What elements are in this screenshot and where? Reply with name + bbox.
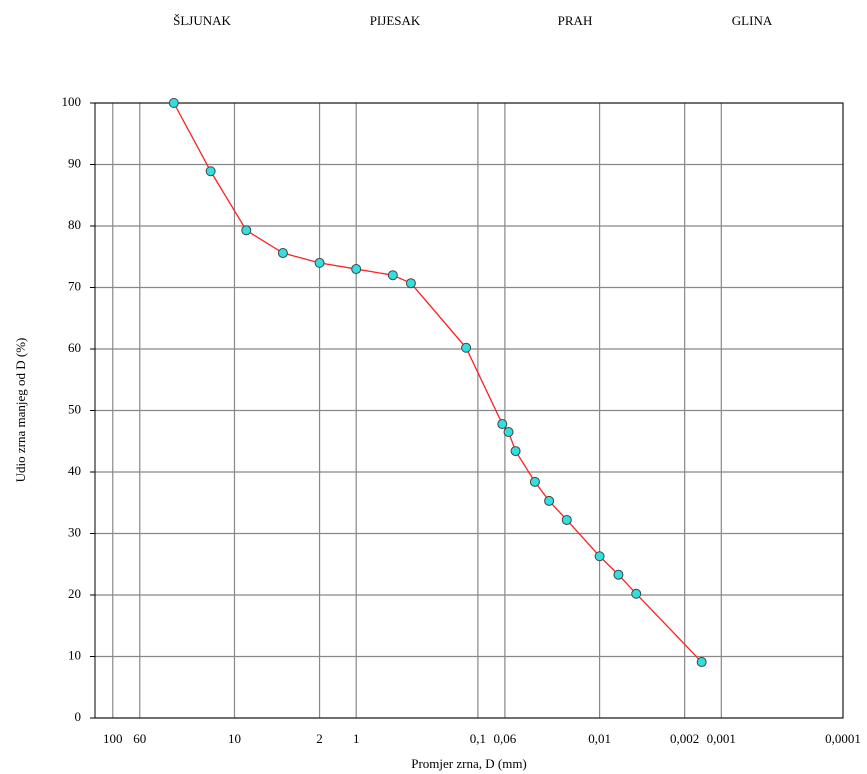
- x-tick-label: 60: [133, 731, 146, 746]
- data-point: [613, 569, 624, 580]
- x-tick-label: 2: [316, 731, 323, 746]
- data-line: [173, 102, 703, 663]
- y-axis-label: Udio zrna manjeg od D (%): [13, 338, 28, 483]
- y-tick-label: 30: [68, 524, 81, 539]
- x-tick-label: 0,06: [494, 731, 517, 746]
- y-tick-label: 40: [68, 463, 81, 478]
- data-point: [241, 225, 252, 236]
- y-tick-label: 20: [68, 586, 81, 601]
- region-label: ŠLJUNAK: [173, 13, 231, 28]
- region-label: GLINA: [732, 13, 773, 28]
- data-point: [497, 419, 508, 430]
- y-tick-label: 50: [68, 401, 81, 416]
- data-point: [561, 514, 572, 525]
- region-label: PIJESAK: [370, 13, 421, 28]
- x-tick-label: 0,001: [707, 731, 736, 746]
- y-tick-label: 0: [75, 709, 82, 724]
- region-label: PRAH: [558, 13, 593, 28]
- x-tick-label: 1: [353, 731, 360, 746]
- data-point: [696, 657, 707, 668]
- y-tick-label: 60: [68, 340, 81, 355]
- data-point: [594, 551, 605, 562]
- data-point: [544, 495, 555, 506]
- data-point: [314, 257, 325, 268]
- x-tick-label: 10: [228, 731, 241, 746]
- data-point: [461, 342, 472, 353]
- plot-frame: [94, 102, 844, 719]
- data-point: [529, 476, 540, 487]
- y-tick-label: 70: [68, 278, 81, 293]
- data-point: [168, 98, 179, 108]
- x-tick-label: 0,0001: [825, 731, 861, 746]
- y-tick-label: 10: [68, 647, 81, 662]
- data-point: [277, 248, 288, 259]
- data-point: [387, 270, 398, 281]
- x-tick-label: 100: [103, 731, 123, 746]
- data-point: [510, 446, 521, 457]
- x-tick-label: 0,01: [588, 731, 611, 746]
- data-point: [205, 166, 216, 177]
- x-tick-label: 0,1: [470, 731, 486, 746]
- x-axis-label: Promjer zrna, D (mm): [411, 756, 527, 771]
- data-point: [503, 427, 514, 438]
- data-point: [351, 264, 362, 275]
- y-tick-label: 80: [68, 217, 81, 232]
- data-point: [631, 588, 642, 599]
- x-tick-label: 0,002: [670, 731, 699, 746]
- y-tick-label: 100: [62, 94, 82, 109]
- y-tick-label: 90: [68, 155, 81, 170]
- data-point: [405, 278, 416, 289]
